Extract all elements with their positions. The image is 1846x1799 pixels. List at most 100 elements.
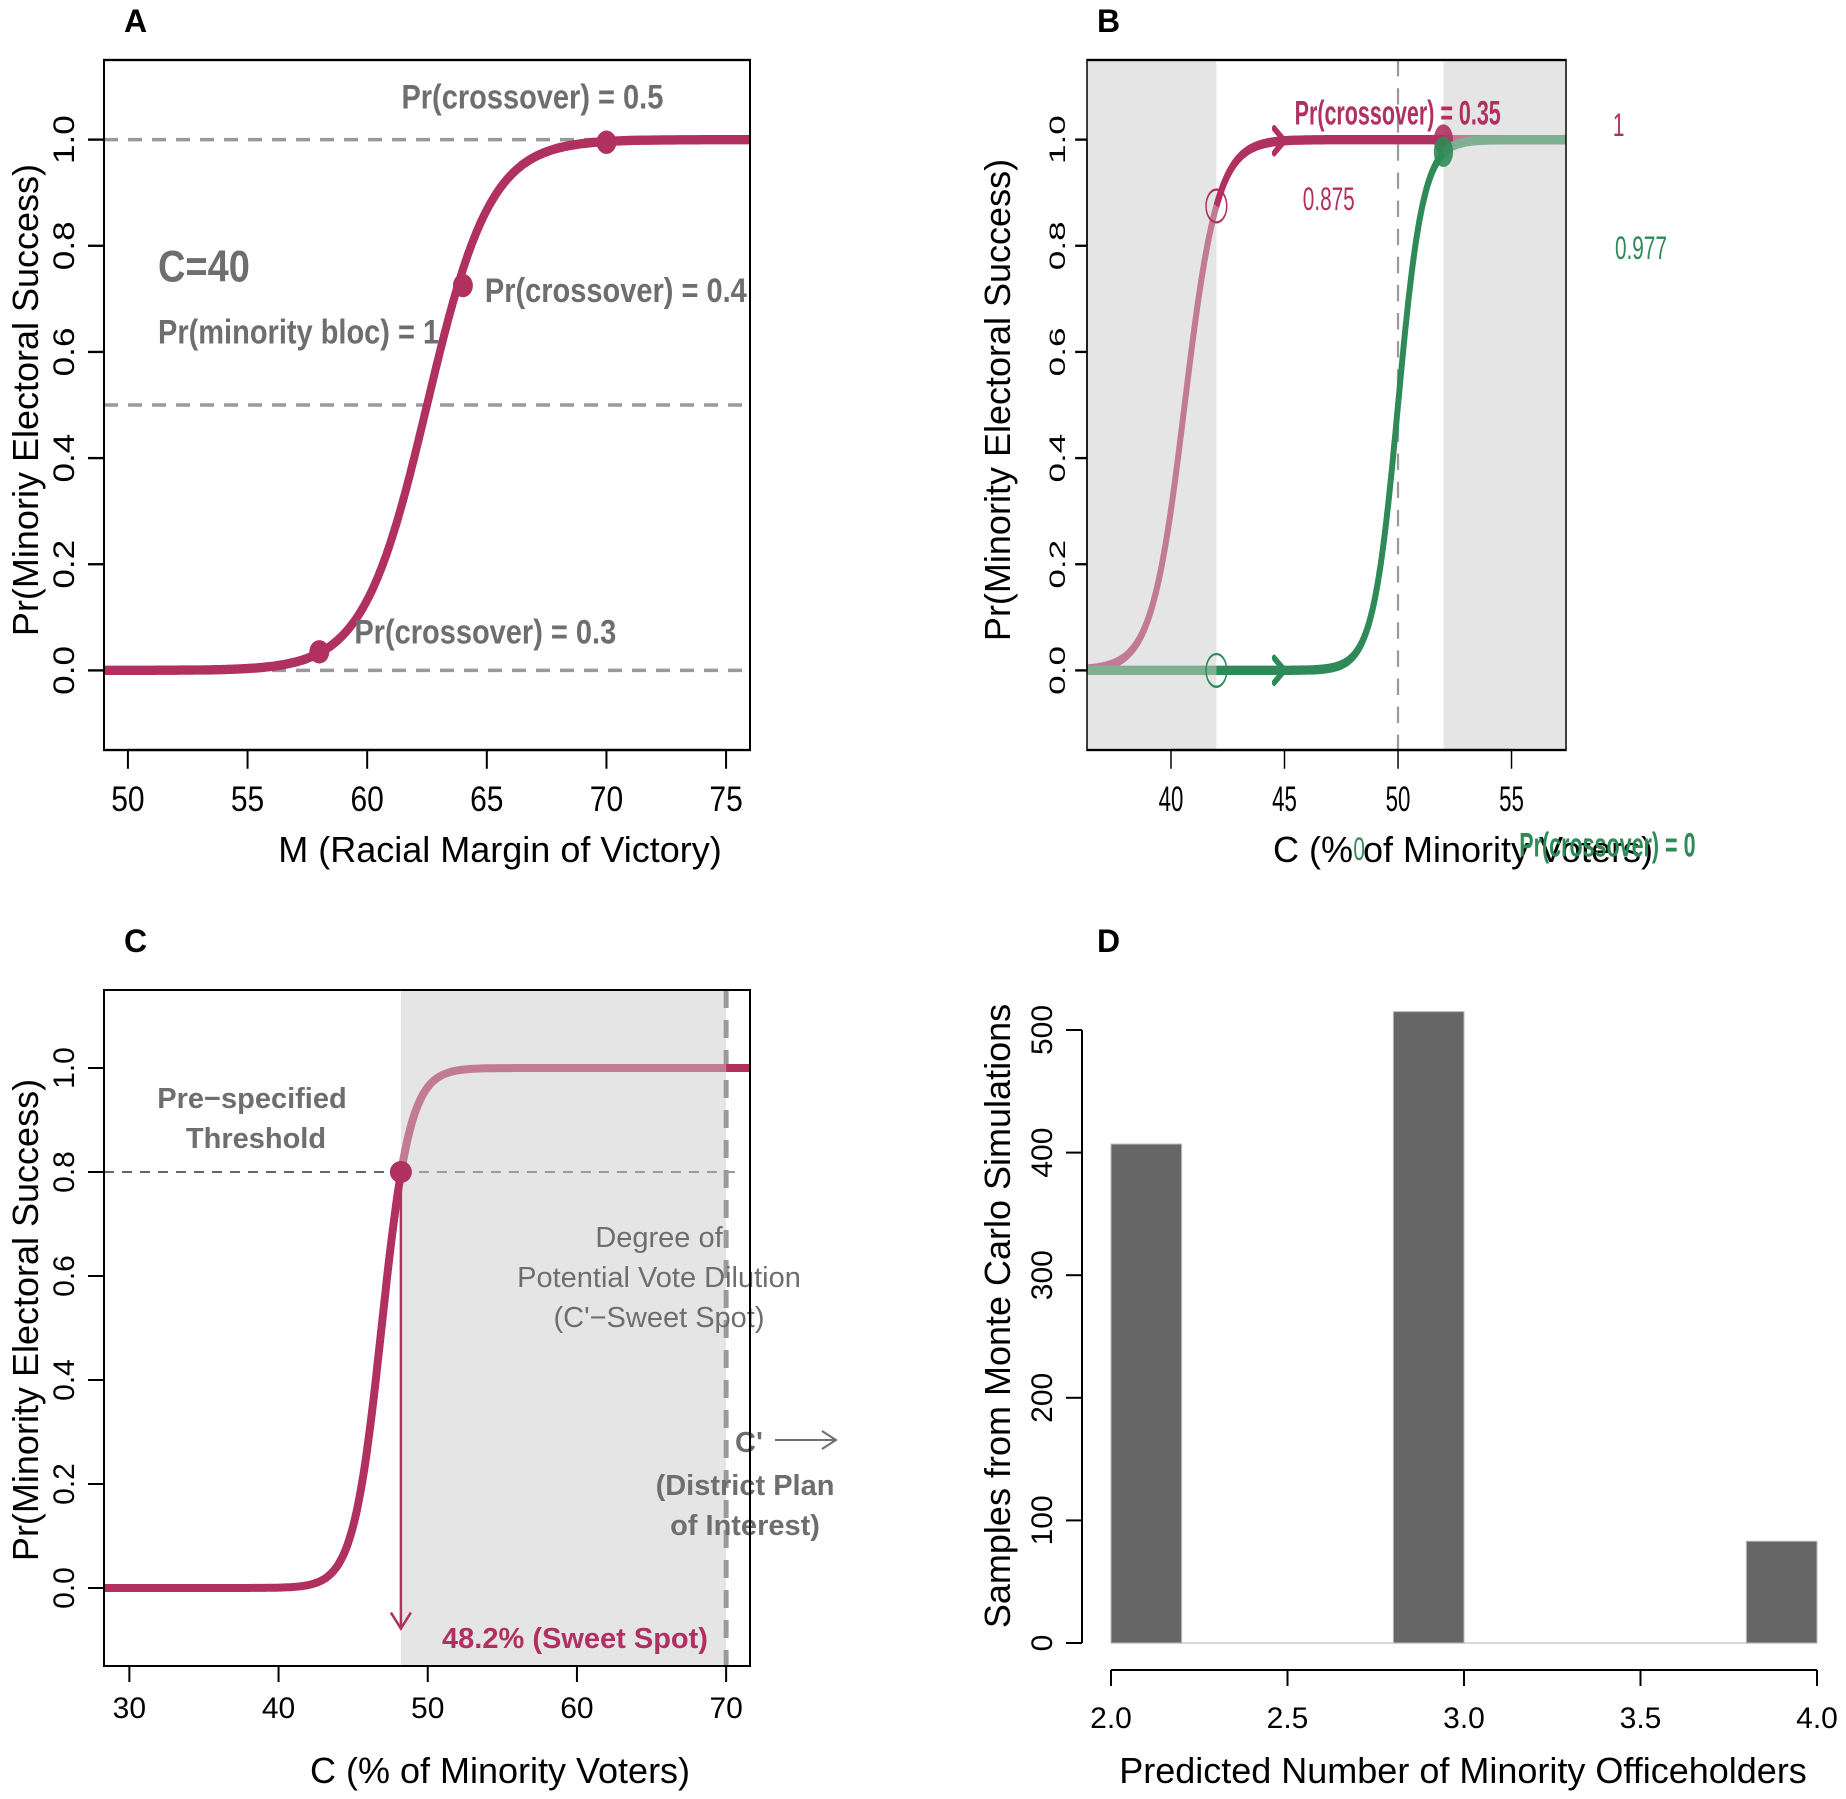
panel-d-bar (1392, 1011, 1465, 1644)
panel-c-y-tick-label: 0.6 (48, 1255, 81, 1297)
panel-d-x-tick-label: 3.5 (1620, 1702, 1662, 1735)
panel-c-x-tick-label: 30 (113, 1692, 146, 1725)
panel-b-maroon-open-point (1205, 188, 1228, 224)
panel-b-green-filled-label: 0.977 (1615, 229, 1667, 266)
panel-b-maroon-curve-faded-left (1087, 204, 1220, 674)
panel-a-xlabel: M (Racial Margin of Victory) (278, 829, 721, 870)
panel-b-y-tick-label: 0.2 (1045, 540, 1070, 589)
panel-c-shaded-region (400, 990, 727, 1666)
panel-d-y-tick-label: 500 (1026, 1005, 1059, 1055)
panel-d-ylabel: Samples from Monte Carlo Simulations (977, 1004, 1018, 1628)
panel-c-dilution-label-line1: Degree of (595, 1222, 723, 1254)
panel-c-ylabel: Pr(Minority Electoral Success) (5, 1079, 46, 1561)
panel-c-sweet-spot-point (389, 1161, 412, 1183)
panel-a-y-tick-label: 0.2 (46, 540, 80, 589)
panel-b-y-tick-label: 0.6 (1045, 327, 1070, 376)
panel-d-y-tick-label: 100 (1026, 1495, 1059, 1545)
panel-b-y-tick-label: 0.4 (1045, 434, 1070, 483)
panel-d-x-tick-label: 2.5 (1267, 1702, 1309, 1735)
panel-c-y-tick-label: 1.0 (48, 1047, 81, 1089)
panel-a-y-tick-label: 0.0 (46, 646, 80, 695)
panel-a-x-tick-label: 75 (709, 779, 742, 819)
panel-c-threshold-label-line1: Pre−specified (157, 1083, 346, 1115)
panel-a-crossover-label: Pr(crossover) = 0.5 (401, 77, 663, 116)
panel-a: Pr(crossover) = 0.3 Pr(crossover) = 0.4 Pr… (46, 58, 751, 819)
panel-d-y-tick-label: 400 (1026, 1128, 1059, 1178)
panel-b-y-tick-label: 1.0 (1045, 115, 1070, 164)
panel-b-y-tick-label: 0.0 (1045, 646, 1070, 695)
panel-c-cprime-label-line2: (District Plan (656, 1470, 835, 1502)
panel-d-y-tick-label: 0 (1026, 1635, 1059, 1652)
panel-b-maroon-series-label: Pr(crossover) = 0.35 (1295, 95, 1501, 133)
panel-b-green-curve (1216, 149, 1445, 676)
panel-a-y-tick-label: 0.4 (46, 434, 80, 483)
panel-b-x-tick-label: 40 (1159, 780, 1184, 819)
panel-a-x-tick-label: 70 (590, 779, 623, 819)
panel-c-sweet-spot-label: 48.2% (Sweet Spot) (442, 1623, 708, 1655)
panel-d-x-tick-label: 4.0 (1796, 1702, 1838, 1735)
panel-d-x-tick-label: 2.0 (1090, 1702, 1132, 1735)
panel-a-crossover-point (309, 640, 330, 664)
panel-d-bar (1110, 1143, 1183, 1644)
panel-b-xlabel: C (% of Minority Voters) (1273, 829, 1653, 870)
panel-d-bar (1745, 1540, 1818, 1644)
panel-a-crossover-label: Pr(crossover) = 0.3 (354, 612, 616, 651)
panel-a-crossover-point (452, 273, 473, 298)
panel-c-cprime-label: C' (735, 1427, 763, 1459)
panel-c-threshold-label-line2: Threshold (186, 1123, 326, 1155)
panel-b-maroon-arrow-icon (1271, 124, 1287, 157)
panel-a-x-tick-label: 60 (351, 779, 384, 819)
panel-d: 0 100 200 300 400 500 2.0 2.5 3.0 3.5 4.0 (1026, 1005, 1838, 1735)
panel-d-xlabel: Predicted Number of Minority Officeholde… (1119, 1750, 1807, 1791)
panel-a-bloc-label: Pr(minority bloc) = 1 (158, 312, 439, 351)
panel-letter-a: A (124, 3, 147, 39)
panel-d-y-tick-label: 300 (1026, 1250, 1059, 1300)
panel-c-x-tick-label: 70 (709, 1692, 742, 1725)
panel-a-crossover-label: Pr(crossover) = 0.4 (485, 271, 747, 310)
panel-a-crossover-point (596, 130, 617, 154)
panel-b-shaded-region (1087, 60, 1217, 751)
panel-c-x-tick-label: 40 (262, 1692, 295, 1725)
panel-letter-b: B (1097, 3, 1120, 39)
panel-c-success-curve (104, 1172, 405, 1592)
panel-b-green-arrow-icon (1271, 654, 1287, 687)
panel-c-y-tick-label: 0.4 (48, 1359, 81, 1401)
panel-b-ylabel: Pr(Minority Electoral Success) (977, 159, 1018, 641)
panel-d-y-tick-label: 200 (1026, 1373, 1059, 1423)
panel-b-x-tick-label: 45 (1272, 780, 1297, 819)
panel-a-ylabel: Pr(Minoriy Electoral Success) (5, 164, 46, 636)
panel-b-green-curve-faded-right (1441, 134, 1567, 158)
panel-c-x-tick-label: 60 (560, 1692, 593, 1725)
panel-c-sweet-spot-arrow-icon (389, 1611, 412, 1631)
panel-b-maroon-open-label: 0.875 (1303, 180, 1355, 217)
panel-c-cprime-arrow-icon (821, 1430, 838, 1450)
panel-c-dilution-label-line3: (C'−Sweet Spot) (553, 1302, 764, 1334)
panel-b-x-tick-label: 55 (1499, 780, 1524, 819)
panel-b-maroon-curve (1213, 134, 1444, 208)
panel-c-y-tick-label: 0.8 (48, 1151, 81, 1193)
panel-a-y-tick-label: 1.0 (46, 115, 80, 164)
panel-b: Pr(crossover) = 0.35 0.875 1 0 0.977 Pr(cross… (1045, 58, 1696, 867)
panel-b-shaded-region (1443, 60, 1567, 751)
panel-c-y-tick-label: 0.0 (48, 1567, 81, 1609)
panel-a-success-curve (104, 134, 750, 676)
panel-c-y-tick-label: 0.2 (48, 1463, 81, 1505)
panel-a-x-tick-label: 50 (111, 779, 144, 819)
panel-a-y-tick-label: 0.6 (46, 328, 80, 377)
panel-b-green-series-label: Pr(crossover) = 0 (1519, 827, 1695, 865)
panel-a-y-tick-label: 0.8 (46, 221, 80, 270)
panel-a-x-tick-label: 55 (231, 779, 264, 819)
panel-letter-c: C (124, 923, 147, 959)
panel-letter-d: D (1097, 923, 1120, 959)
panel-c-x-tick-label: 50 (411, 1692, 444, 1725)
panel-c-success-curve-faded (396, 1064, 727, 1175)
panel-c: Pre−specified Threshold Degree of Potential… (48, 989, 838, 1725)
panel-d-x-tick-label: 3.0 (1443, 1702, 1485, 1735)
panel-c-cprime-label-line3: of Interest) (670, 1510, 820, 1542)
panel-a-c-label: C=40 (158, 242, 250, 291)
panel-b-y-tick-label: 0.8 (1045, 221, 1070, 270)
panel-b-x-tick-label: 50 (1386, 780, 1411, 819)
panel-b-green-open-point (1205, 652, 1228, 688)
panel-b-maroon-filled-label: 1 (1613, 106, 1625, 143)
